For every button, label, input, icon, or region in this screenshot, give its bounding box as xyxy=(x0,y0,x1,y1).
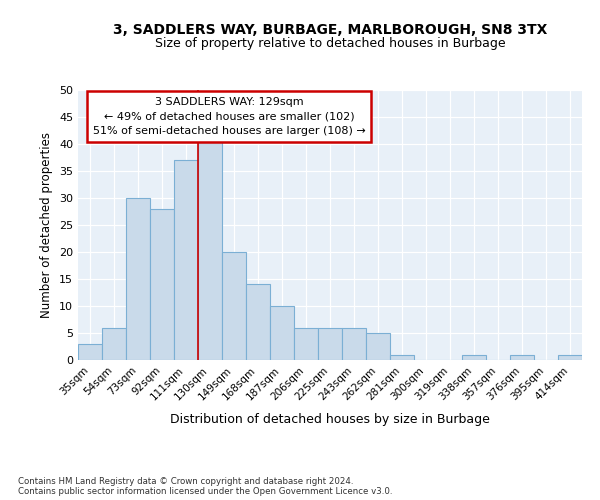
Text: Size of property relative to detached houses in Burbage: Size of property relative to detached ho… xyxy=(155,38,505,51)
Bar xyxy=(198,128,222,360)
Bar xyxy=(174,160,198,360)
Bar xyxy=(318,328,342,360)
Bar xyxy=(246,284,270,360)
Text: Contains HM Land Registry data © Crown copyright and database right 2024.: Contains HM Land Registry data © Crown c… xyxy=(18,478,353,486)
Bar xyxy=(510,354,534,360)
Y-axis label: Number of detached properties: Number of detached properties xyxy=(40,132,53,318)
Bar xyxy=(270,306,294,360)
Bar xyxy=(294,328,318,360)
Text: 3 SADDLERS WAY: 129sqm
← 49% of detached houses are smaller (102)
51% of semi-de: 3 SADDLERS WAY: 129sqm ← 49% of detached… xyxy=(93,97,365,136)
Bar xyxy=(102,328,126,360)
Bar xyxy=(342,328,366,360)
Bar xyxy=(366,333,390,360)
Bar xyxy=(558,354,582,360)
Bar xyxy=(126,198,150,360)
Bar xyxy=(222,252,246,360)
Bar xyxy=(78,344,102,360)
Bar xyxy=(462,354,486,360)
Bar xyxy=(390,354,414,360)
Text: Contains public sector information licensed under the Open Government Licence v3: Contains public sector information licen… xyxy=(18,488,392,496)
Bar xyxy=(150,209,174,360)
Text: 3, SADDLERS WAY, BURBAGE, MARLBOROUGH, SN8 3TX: 3, SADDLERS WAY, BURBAGE, MARLBOROUGH, S… xyxy=(113,22,547,36)
X-axis label: Distribution of detached houses by size in Burbage: Distribution of detached houses by size … xyxy=(170,413,490,426)
